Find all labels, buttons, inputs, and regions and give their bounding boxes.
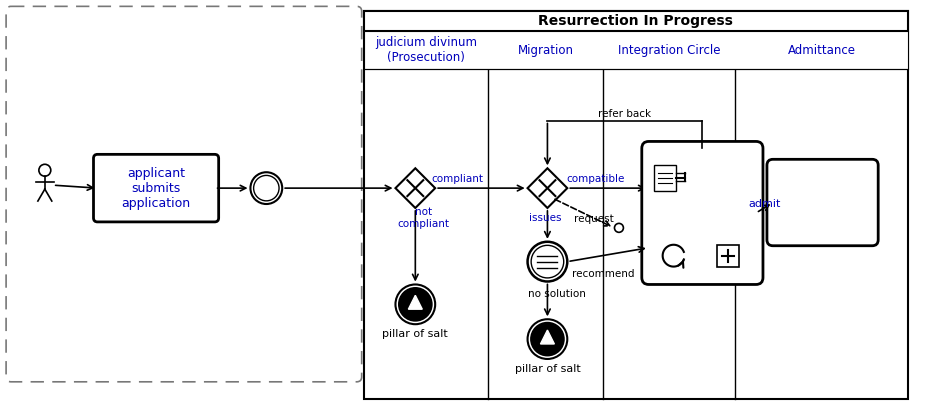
Text: compliant: compliant [431, 174, 483, 184]
Bar [718, 245, 739, 267]
Circle shape [250, 172, 282, 204]
Text: refer back: refer back [598, 109, 652, 119]
Circle shape [39, 164, 51, 176]
Circle shape [254, 176, 279, 201]
FancyBboxPatch shape [6, 6, 362, 382]
Bar [364, 11, 908, 31]
Text: request: request [574, 214, 614, 224]
Circle shape [532, 245, 564, 278]
Text: judicium divinum
(Prosecution): judicium divinum (Prosecution) [375, 36, 477, 64]
Text: issues: issues [529, 213, 562, 223]
Text: Resurrection In Progress: Resurrection In Progress [538, 14, 733, 28]
Bar [654, 165, 676, 191]
Text: recommend: recommend [571, 268, 634, 278]
Text: applicant
submits
application: applicant submits application [121, 166, 191, 210]
Text: pillar of salt: pillar of salt [382, 329, 448, 339]
Polygon shape [395, 168, 435, 208]
Text: pillar of salt: pillar of salt [515, 364, 581, 374]
Polygon shape [408, 295, 422, 309]
Text: Integration Circle: Integration Circle [618, 43, 720, 57]
Bar [364, 11, 908, 399]
Text: Admittance: Admittance [788, 43, 856, 57]
FancyBboxPatch shape [642, 141, 763, 285]
Polygon shape [541, 330, 555, 344]
Text: compatible: compatible [566, 174, 624, 184]
Circle shape [615, 223, 623, 233]
Circle shape [528, 242, 568, 282]
Circle shape [399, 288, 432, 320]
Circle shape [395, 285, 435, 324]
Bar [364, 31, 908, 69]
Text: Migration: Migration [518, 43, 573, 57]
Polygon shape [528, 168, 568, 208]
Circle shape [528, 319, 568, 359]
Text: admit: admit [748, 199, 781, 209]
Circle shape [532, 323, 564, 356]
FancyBboxPatch shape [767, 159, 878, 246]
FancyBboxPatch shape [94, 154, 219, 222]
Text: not
compliant: not compliant [397, 207, 449, 229]
Text: no solution: no solution [529, 290, 586, 299]
